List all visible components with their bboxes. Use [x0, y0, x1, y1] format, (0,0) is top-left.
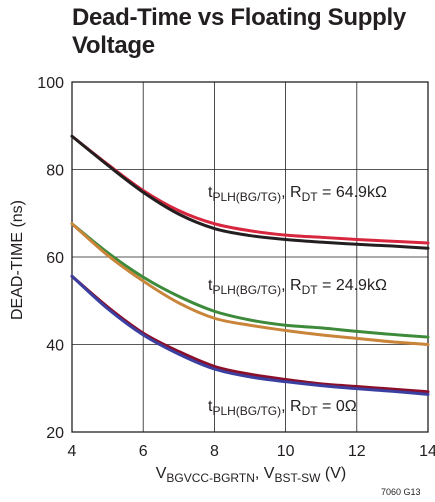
series-line-black [70, 134, 430, 250]
x-tick-label-8: 8 [210, 443, 219, 460]
grid [71, 81, 429, 433]
figure-id: 7060 G13 [381, 487, 421, 497]
x-label-unit: (V) [320, 465, 346, 482]
x-label-v2-sub: BST-SW [274, 471, 321, 485]
series-line-green [70, 222, 430, 339]
x-axis-label: VBGVCC-BGRTN, VBST-SW (V) [156, 465, 346, 485]
series-line-blue [70, 274, 430, 396]
plot-frame [71, 81, 429, 433]
y-tick-label-100: 100 [37, 75, 64, 92]
x-tick-label-12: 12 [348, 443, 366, 460]
tick-labels: 4 6 8 10 12 14 20 40 60 80 100 [37, 75, 435, 460]
x-tick-label-4: 4 [68, 443, 77, 460]
annotation-24k9: tPLH(BG/TG), RDT = 24.9kΩ [208, 277, 387, 297]
x-label-v2: V [264, 465, 275, 482]
series-line-orange [70, 222, 430, 346]
y-tick-label-80: 80 [46, 163, 64, 180]
chart-title-line-2: Voltage [72, 32, 155, 59]
x-label-sep: , [255, 465, 264, 482]
chart-title-line-1: Dead-Time vs Floating Supply [72, 4, 406, 31]
y-axis-label: DEAD-TIME (ns) [9, 200, 26, 320]
annotation-0ohm: tPLH(BG/TG), RDT = 0Ω [208, 398, 357, 418]
annotation-64k9: tPLH(BG/TG), RDT = 64.9kΩ [208, 184, 387, 204]
x-tick-label-14: 14 [419, 443, 435, 460]
y-tick-label-60: 60 [46, 250, 64, 267]
x-tick-label-10: 10 [277, 443, 295, 460]
x-label-v1: V [156, 465, 167, 482]
y-tick-label-20: 20 [46, 425, 64, 442]
x-tick-label-6: 6 [139, 443, 148, 460]
x-label-v1-sub: BGVCC-BGRTN [166, 471, 254, 485]
series-group [70, 134, 430, 396]
chart-title: Dead-Time vs Floating Supply Voltage [72, 4, 432, 60]
y-tick-label-40: 40 [46, 338, 64, 355]
